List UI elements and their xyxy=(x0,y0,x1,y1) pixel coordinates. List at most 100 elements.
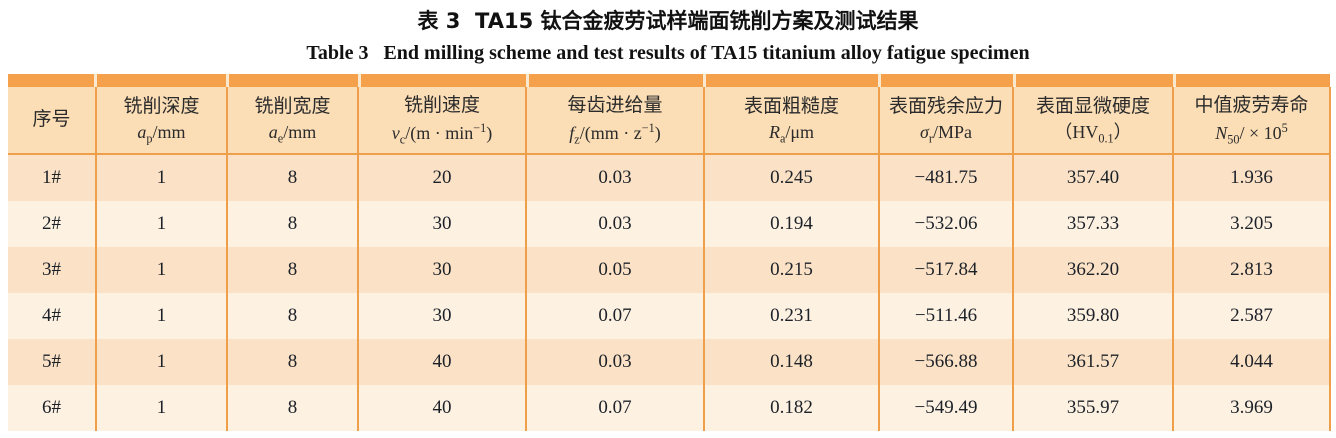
header-cell-residual-stress: 表面残余应力 σr/MPa xyxy=(878,87,1013,155)
table-cell: 8 xyxy=(226,154,358,201)
table-top-band xyxy=(8,74,1330,87)
table-cell: 0.215 xyxy=(703,247,879,293)
results-table: 序号 铣削深度 ap/mm 铣削宽度 ae/mm 铣削速度 vc/(m · mi… xyxy=(8,74,1331,431)
header-unit: vc/(m · min−1) xyxy=(391,120,493,147)
table-cell: 1 xyxy=(95,247,227,293)
band-segment xyxy=(97,74,227,87)
table-cell: −517.84 xyxy=(878,247,1013,293)
band-segment xyxy=(8,74,95,87)
band-segment xyxy=(528,74,704,87)
table-cell: 4# xyxy=(8,293,96,339)
table-cell: 2# xyxy=(8,201,96,247)
table-cell: 0.03 xyxy=(525,154,704,201)
table-cell: 0.231 xyxy=(703,293,879,339)
table-cell: 30 xyxy=(357,247,526,293)
table-row: 6# 1 8 40 0.07 0.182 −549.49 355.97 3.96… xyxy=(8,385,1331,431)
header-label: 铣削深度 xyxy=(123,95,200,117)
table-row: 5# 1 8 40 0.03 0.148 −566.88 361.57 4.04… xyxy=(8,339,1331,385)
header-cell-milling-speed: 铣削速度 vc/(m · min−1) xyxy=(357,87,526,155)
table-cell: 0.07 xyxy=(525,385,704,431)
table-cell: 359.80 xyxy=(1012,293,1173,339)
table-cell: 40 xyxy=(357,339,526,385)
table-cell: 0.182 xyxy=(703,385,879,431)
table-row: 3# 1 8 30 0.05 0.215 −517.84 362.20 2.81… xyxy=(8,247,1331,293)
header-unit: ap/mm xyxy=(137,122,186,146)
table-cell: 1# xyxy=(8,154,96,201)
data-table: 序号 铣削深度 ap/mm 铣削宽度 ae/mm 铣削速度 vc/(m · mi… xyxy=(8,87,1331,431)
header-unit: Ra/μm xyxy=(768,122,815,146)
header-unit: fz/(mm · z−1) xyxy=(569,120,661,147)
band-segment xyxy=(360,74,526,87)
table-cell: 2.813 xyxy=(1172,247,1331,293)
table-cell: 8 xyxy=(226,293,358,339)
header-unit: N50/ × 105 xyxy=(1215,120,1288,147)
table-cell: −511.46 xyxy=(878,293,1013,339)
table-cell: 0.03 xyxy=(525,201,704,247)
table-cell: −566.88 xyxy=(878,339,1013,385)
table-cell: 1 xyxy=(95,293,227,339)
table-cell: −532.06 xyxy=(878,201,1013,247)
table-cell: 357.40 xyxy=(1012,154,1173,201)
table-title-zh: 表 3 TA15 钛合金疲劳试样端面铣削方案及测试结果 xyxy=(417,9,919,33)
table-cell: 355.97 xyxy=(1012,385,1173,431)
header-label: 序号 xyxy=(32,109,71,131)
table-cell: 362.20 xyxy=(1012,247,1173,293)
table-cell: 3# xyxy=(8,247,96,293)
table-cell: 5# xyxy=(8,339,96,385)
header-unit: （HV0.1） xyxy=(1054,122,1132,146)
header-unit: ae/mm xyxy=(268,122,317,146)
table-cell: 361.57 xyxy=(1012,339,1173,385)
table-cell: 3.205 xyxy=(1172,201,1331,247)
header-label: 铣削宽度 xyxy=(254,95,331,117)
table-cell: 0.245 xyxy=(703,154,879,201)
table-cell: 30 xyxy=(357,201,526,247)
header-label: 中值疲劳寿命 xyxy=(1194,95,1309,117)
header-label: 表面显微硬度 xyxy=(1035,95,1150,117)
table-cell: 40 xyxy=(357,385,526,431)
band-segment xyxy=(229,74,358,87)
table-cell: 0.148 xyxy=(703,339,879,385)
header-label: 铣削速度 xyxy=(403,95,480,117)
table-cell: 4.044 xyxy=(1172,339,1331,385)
table-cell: 6# xyxy=(8,385,96,431)
band-segment xyxy=(1175,74,1330,87)
table-cell: −549.49 xyxy=(878,385,1013,431)
header-cell-feed-per-tooth: 每齿进给量 fz/(mm · z−1) xyxy=(525,87,704,155)
table-cell: 0.194 xyxy=(703,201,879,247)
header-row: 序号 铣削深度 ap/mm 铣削宽度 ae/mm 铣削速度 vc/(m · mi… xyxy=(8,87,1331,155)
table-cell: 8 xyxy=(226,247,358,293)
table-cell: 1 xyxy=(95,154,227,201)
header-cell-serial: 序号 xyxy=(8,87,96,155)
table-cell: 1 xyxy=(95,339,227,385)
table-row: 4# 1 8 30 0.07 0.231 −511.46 359.80 2.58… xyxy=(8,293,1331,339)
band-segment xyxy=(881,74,1013,87)
header-label: 表面粗糙度 xyxy=(743,95,839,117)
table-cell: 20 xyxy=(357,154,526,201)
header-cell-milling-depth: 铣削深度 ap/mm xyxy=(95,87,227,155)
table-cell: 0.05 xyxy=(525,247,704,293)
table-cell: 357.33 xyxy=(1012,201,1173,247)
table-title-en: Table 3 End milling scheme and test resu… xyxy=(306,42,1030,64)
table-cell: 30 xyxy=(357,293,526,339)
table-cell: 1.936 xyxy=(1172,154,1331,201)
header-label: 每齿进给量 xyxy=(567,95,663,117)
header-unit: σr/MPa xyxy=(920,122,972,146)
header-label: 表面残余应力 xyxy=(888,95,1003,117)
table-cell: 0.07 xyxy=(525,293,704,339)
table-cell: 8 xyxy=(226,339,358,385)
header-cell-surface-roughness: 表面粗糙度 Ra/μm xyxy=(703,87,879,155)
table-cell: 8 xyxy=(226,385,358,431)
table-row: 2# 1 8 30 0.03 0.194 −532.06 357.33 3.20… xyxy=(8,201,1331,247)
table-cell: 1 xyxy=(95,201,227,247)
header-cell-fatigue-life: 中值疲劳寿命 N50/ × 105 xyxy=(1172,87,1331,155)
table-cell: −481.75 xyxy=(878,154,1013,201)
table-cell: 2.587 xyxy=(1172,293,1331,339)
table-row: 1# 1 8 20 0.03 0.245 −481.75 357.40 1.93… xyxy=(8,154,1331,201)
table-cell: 3.969 xyxy=(1172,385,1331,431)
header-cell-microhardness: 表面显微硬度 （HV0.1） xyxy=(1012,87,1173,155)
table-cell: 1 xyxy=(95,385,227,431)
band-segment xyxy=(1015,74,1173,87)
band-segment xyxy=(706,74,879,87)
header-cell-milling-width: 铣削宽度 ae/mm xyxy=(226,87,358,155)
